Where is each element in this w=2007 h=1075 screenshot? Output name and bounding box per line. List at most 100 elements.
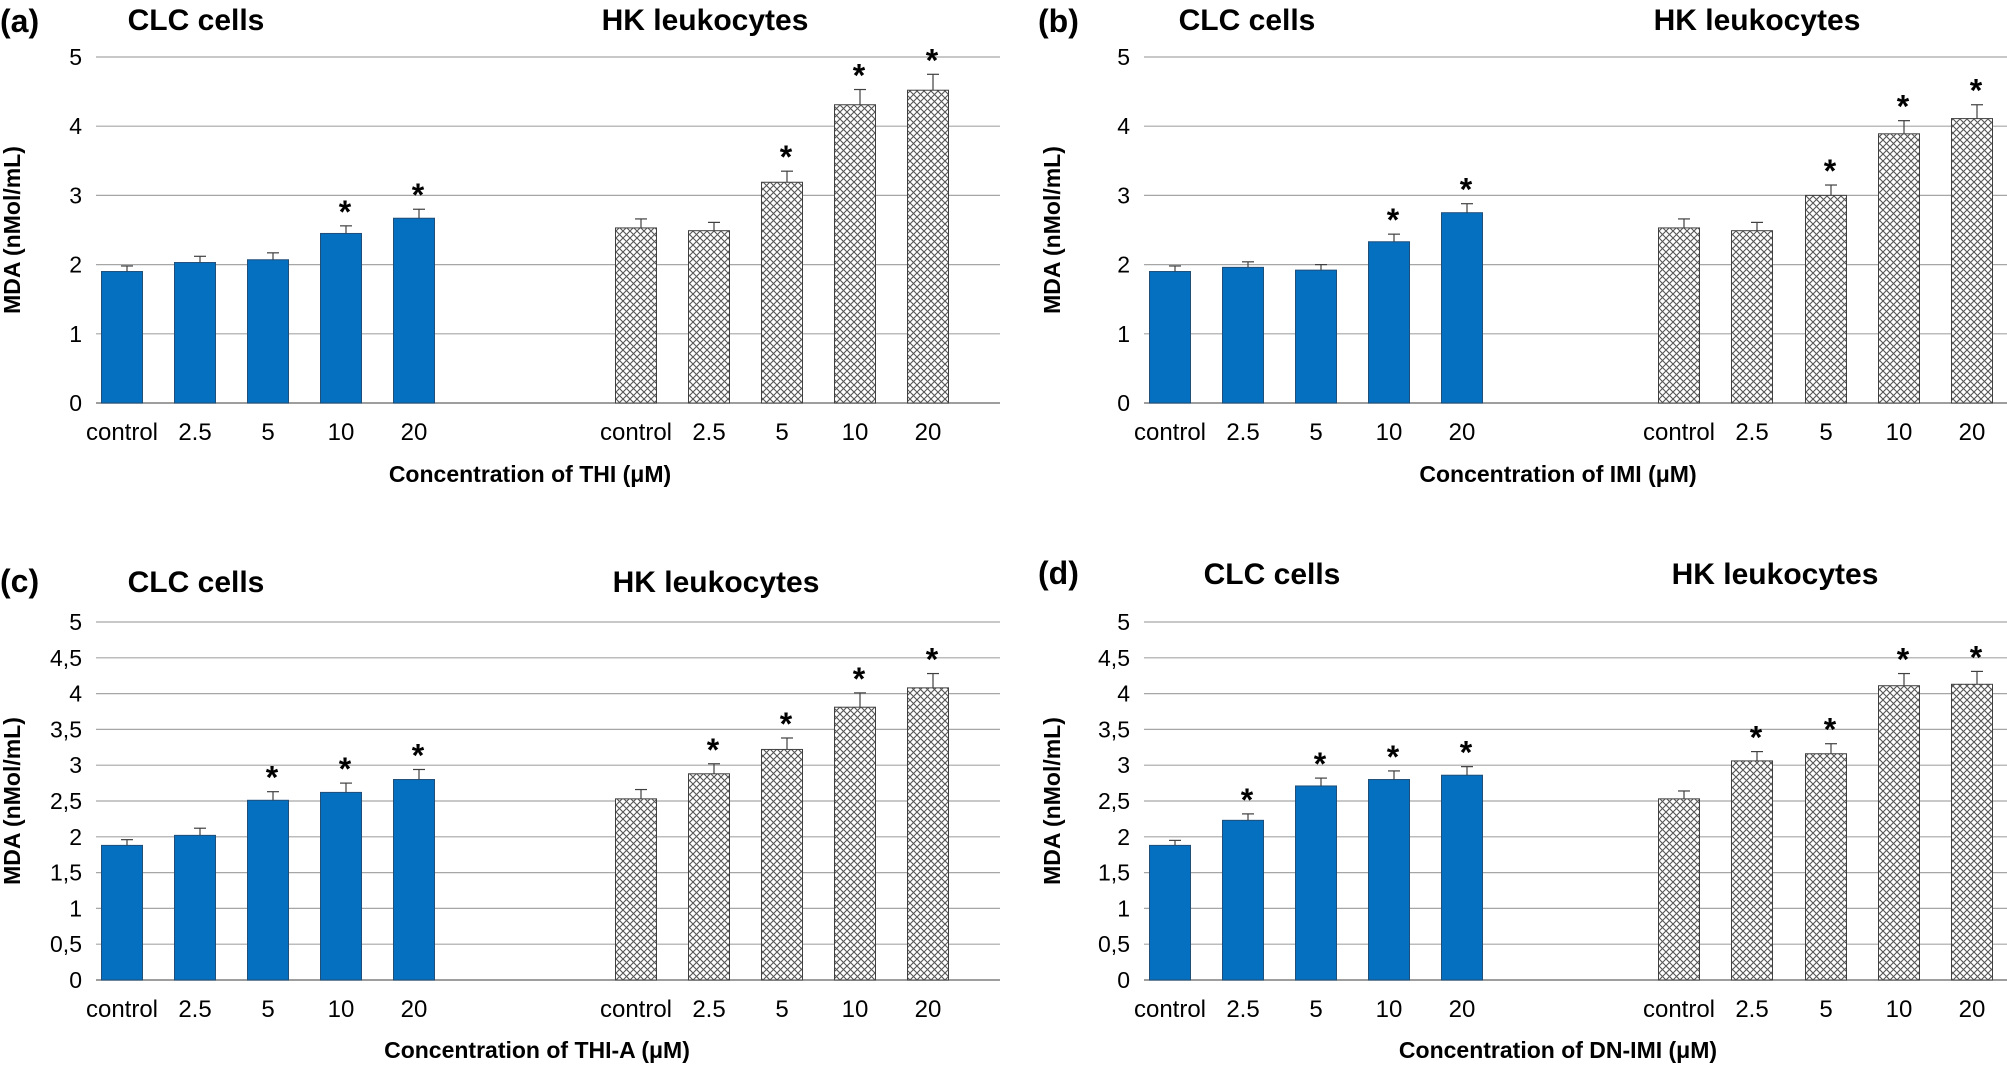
y-tick-label: 0,5 bbox=[50, 931, 82, 957]
x-tick-label: 5 bbox=[1819, 419, 1832, 446]
x-tick-label: 20 bbox=[1959, 996, 1986, 1023]
y-axis-title: MDA (nMol/mL) bbox=[1039, 717, 1065, 885]
x-tick-label: control bbox=[86, 419, 158, 446]
bar-hk bbox=[1951, 118, 1993, 404]
bar-hk bbox=[1878, 685, 1920, 981]
y-tick-label: 1,5 bbox=[50, 860, 82, 886]
x-tick-label: 5 bbox=[1309, 419, 1322, 446]
bar-clc bbox=[320, 232, 362, 404]
x-axis-title: Concentration of THI (μM) bbox=[389, 461, 671, 487]
bar-hk bbox=[1805, 194, 1847, 404]
y-tick-label: 1 bbox=[1117, 321, 1130, 347]
x-tick-label: 10 bbox=[1376, 996, 1403, 1023]
x-tick-label: 5 bbox=[1819, 996, 1832, 1023]
significance-marker: * bbox=[926, 42, 939, 78]
y-tick-label: 4 bbox=[69, 113, 82, 139]
bar-clc bbox=[1149, 844, 1191, 981]
group-label: CLC cells bbox=[1204, 558, 1341, 591]
bar-hk bbox=[1658, 227, 1700, 404]
bar-clc bbox=[1222, 266, 1264, 404]
x-tick-label: 2.5 bbox=[692, 996, 725, 1023]
panel-label: (c) bbox=[0, 563, 39, 599]
bar-clc bbox=[393, 217, 435, 404]
y-tick-label: 4,5 bbox=[50, 645, 82, 671]
group-label: HK leukocytes bbox=[613, 566, 820, 599]
bar-hk bbox=[1878, 133, 1920, 404]
y-tick-label: 4,5 bbox=[1098, 645, 1130, 671]
bar-hk bbox=[1731, 760, 1773, 981]
x-tick-label: 20 bbox=[401, 996, 428, 1023]
y-tick-label: 5 bbox=[1117, 44, 1130, 70]
bar-hk bbox=[834, 706, 876, 981]
x-tick-label: control bbox=[600, 996, 672, 1023]
chart-panel-3: (c) CLC cells HK leukocytes 0 0,5 1 1,5 2 2,5 3 3,… bbox=[0, 563, 1000, 1063]
chart-panel-1: (a) CLC cells HK leukocytes 0 1 2 3 4 5 MDA (nMol… bbox=[0, 3, 1000, 487]
y-tick-label: 3 bbox=[1117, 182, 1130, 208]
y-tick-label: 2,5 bbox=[50, 788, 82, 814]
bar-hk bbox=[907, 687, 949, 981]
bar-hk bbox=[615, 227, 657, 404]
chart-panel-4: (d) CLC cells HK leukocytes 0 0,5 1 1,5 2 2,5 3 3,… bbox=[1038, 555, 2007, 1063]
x-tick-label: 2.5 bbox=[1226, 419, 1259, 446]
significance-marker: * bbox=[266, 760, 279, 796]
group-label: HK leukocytes bbox=[1672, 558, 1879, 591]
bar-hk bbox=[1805, 753, 1847, 981]
y-tick-label: 3 bbox=[69, 752, 82, 778]
bar-hk bbox=[761, 181, 803, 404]
x-tick-label: 20 bbox=[1449, 996, 1476, 1023]
x-axis-title: Concentration of THI-A (μM) bbox=[384, 1037, 690, 1063]
x-tick-label: 2.5 bbox=[1226, 996, 1259, 1023]
bar-clc bbox=[1149, 271, 1191, 404]
bar-clc bbox=[101, 271, 143, 404]
x-tick-label: control bbox=[1643, 996, 1715, 1023]
x-tick-label: control bbox=[600, 419, 672, 446]
x-tick-label: 10 bbox=[842, 419, 869, 446]
x-axis-title: Concentration of DN-IMI (μM) bbox=[1399, 1037, 1717, 1063]
x-tick-label: 20 bbox=[401, 419, 428, 446]
bar-hk bbox=[1731, 230, 1773, 404]
bar-clc bbox=[1368, 241, 1410, 404]
bar-hk bbox=[1951, 683, 1993, 981]
x-tick-label: 20 bbox=[915, 996, 942, 1023]
y-tick-label: 2,5 bbox=[1098, 788, 1130, 814]
significance-marker: * bbox=[853, 58, 866, 94]
y-tick-label: 2 bbox=[69, 252, 82, 278]
bar-clc bbox=[1295, 269, 1337, 404]
significance-marker: * bbox=[1314, 746, 1327, 782]
x-tick-label: control bbox=[1134, 419, 1206, 446]
x-tick-label: 10 bbox=[842, 996, 869, 1023]
bar-clc bbox=[320, 791, 362, 981]
significance-marker: * bbox=[1824, 153, 1837, 189]
bar-clc bbox=[393, 779, 435, 981]
y-tick-label: 3 bbox=[69, 182, 82, 208]
y-tick-label: 3,5 bbox=[1098, 716, 1130, 742]
x-tick-label: 5 bbox=[261, 996, 274, 1023]
bar-hk bbox=[761, 748, 803, 981]
x-tick-label: 20 bbox=[915, 419, 942, 446]
x-tick-label: 10 bbox=[328, 419, 355, 446]
significance-marker: * bbox=[339, 751, 352, 787]
bar-hk bbox=[688, 773, 730, 981]
significance-marker: * bbox=[412, 737, 425, 773]
bar-clc bbox=[1368, 779, 1410, 981]
y-axis-title: MDA (nMol/mL) bbox=[0, 717, 25, 885]
bar-hk bbox=[615, 798, 657, 981]
bar-clc bbox=[174, 262, 216, 404]
panel-label: (b) bbox=[1038, 3, 1079, 39]
y-tick-label: 1 bbox=[1117, 895, 1130, 921]
x-tick-label: 2.5 bbox=[1735, 419, 1768, 446]
x-tick-label: 20 bbox=[1449, 419, 1476, 446]
x-tick-label: 5 bbox=[1309, 996, 1322, 1023]
significance-marker: * bbox=[1460, 735, 1473, 771]
bar-hk bbox=[907, 89, 949, 404]
significance-marker: * bbox=[780, 706, 793, 742]
bar-clc bbox=[247, 259, 289, 404]
significance-marker: * bbox=[1970, 73, 1983, 109]
panel-label: (d) bbox=[1038, 555, 1079, 591]
bar-clc bbox=[247, 799, 289, 981]
y-tick-label: 4 bbox=[1117, 113, 1130, 139]
y-tick-label: 0,5 bbox=[1098, 931, 1130, 957]
significance-marker: * bbox=[1387, 739, 1400, 775]
